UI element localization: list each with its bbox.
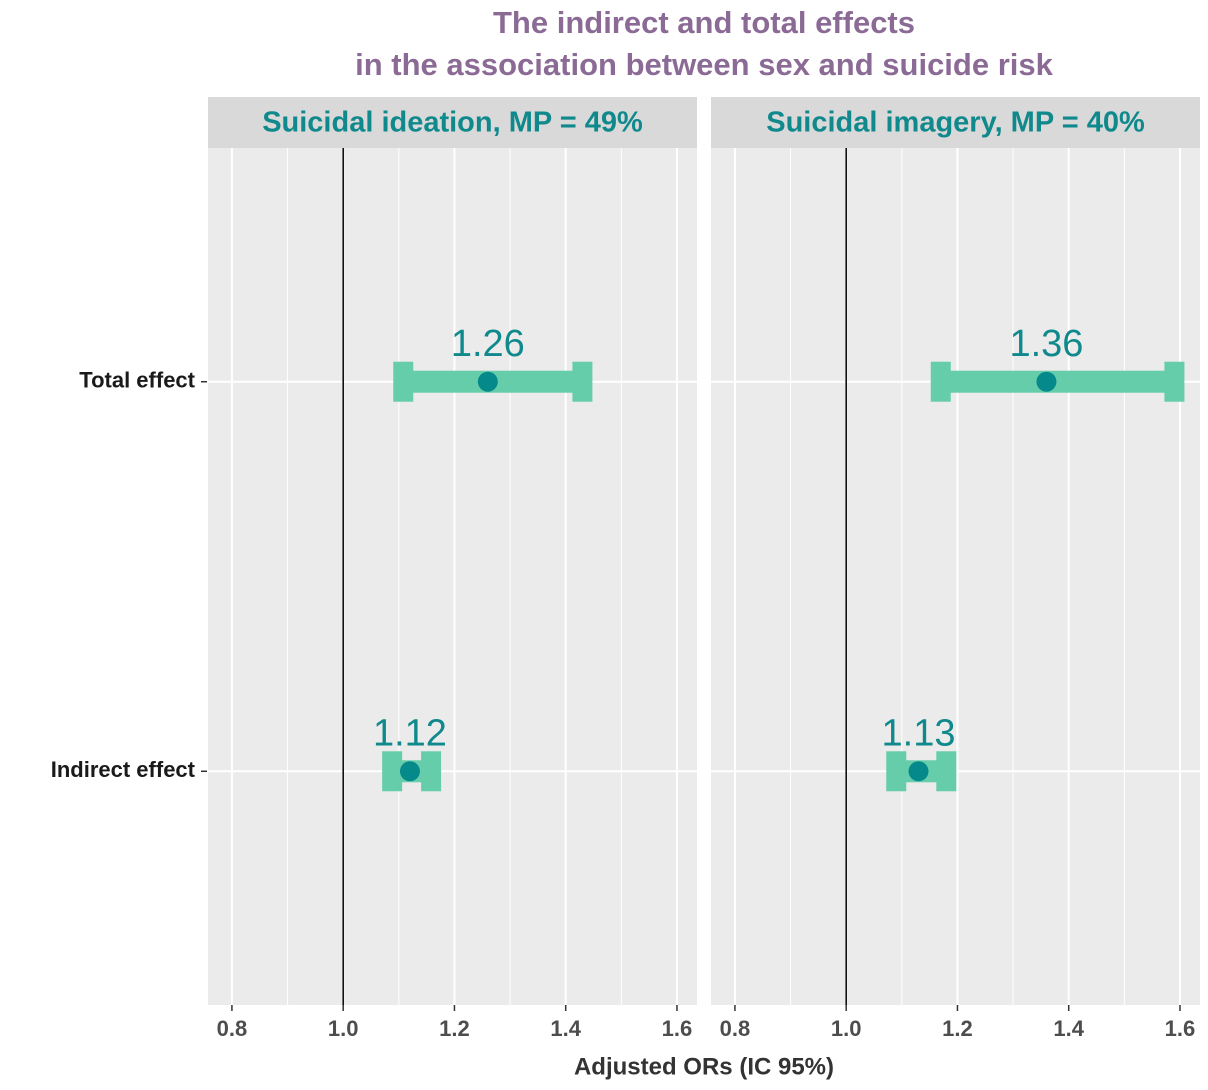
x-tick-label: 1.0 xyxy=(328,1016,359,1041)
x-tick-label: 1.4 xyxy=(550,1016,581,1041)
x-tick-label: 1.6 xyxy=(1165,1016,1196,1041)
strip-background xyxy=(208,97,697,148)
data-label: 1.12 xyxy=(373,712,447,754)
point xyxy=(908,761,929,782)
chart-title: The indirect and total effects xyxy=(493,5,915,40)
panel-background xyxy=(208,148,697,1005)
y-tick-label: Indirect effect xyxy=(51,757,196,782)
error-cap xyxy=(1164,361,1185,402)
error-cap xyxy=(382,751,403,792)
x-tick-label: 0.8 xyxy=(217,1016,248,1041)
data-label: 1.13 xyxy=(882,712,956,754)
point xyxy=(1036,371,1057,392)
panel-background xyxy=(711,148,1200,1005)
data-label: 1.26 xyxy=(451,323,525,365)
error-cap xyxy=(930,361,951,402)
error-cap xyxy=(886,751,907,792)
x-tick-label: 0.8 xyxy=(720,1016,751,1041)
x-axis-label: Adjusted ORs (IC 95%) xyxy=(574,1053,834,1080)
chart-title: in the association between sex and suici… xyxy=(355,47,1054,82)
point xyxy=(399,761,420,782)
x-tick-label: 1.4 xyxy=(1053,1016,1084,1041)
error-cap xyxy=(572,361,593,402)
x-tick-label: 1.0 xyxy=(831,1016,862,1041)
y-tick-label: Total effect xyxy=(79,368,195,393)
error-cap xyxy=(421,751,442,792)
strip-label: Suicidal imagery, MP = 40% xyxy=(766,107,1145,139)
x-tick-label: 1.6 xyxy=(662,1016,693,1041)
error-bar xyxy=(940,370,1175,393)
data-label: 1.36 xyxy=(1009,323,1083,365)
x-tick-label: 1.2 xyxy=(942,1016,973,1041)
error-cap xyxy=(393,361,414,402)
point xyxy=(477,371,498,392)
strip-background xyxy=(711,97,1200,148)
x-tick-label: 1.2 xyxy=(439,1016,470,1041)
strip-label: Suicidal ideation, MP = 49% xyxy=(262,107,643,139)
error-cap xyxy=(936,751,957,792)
